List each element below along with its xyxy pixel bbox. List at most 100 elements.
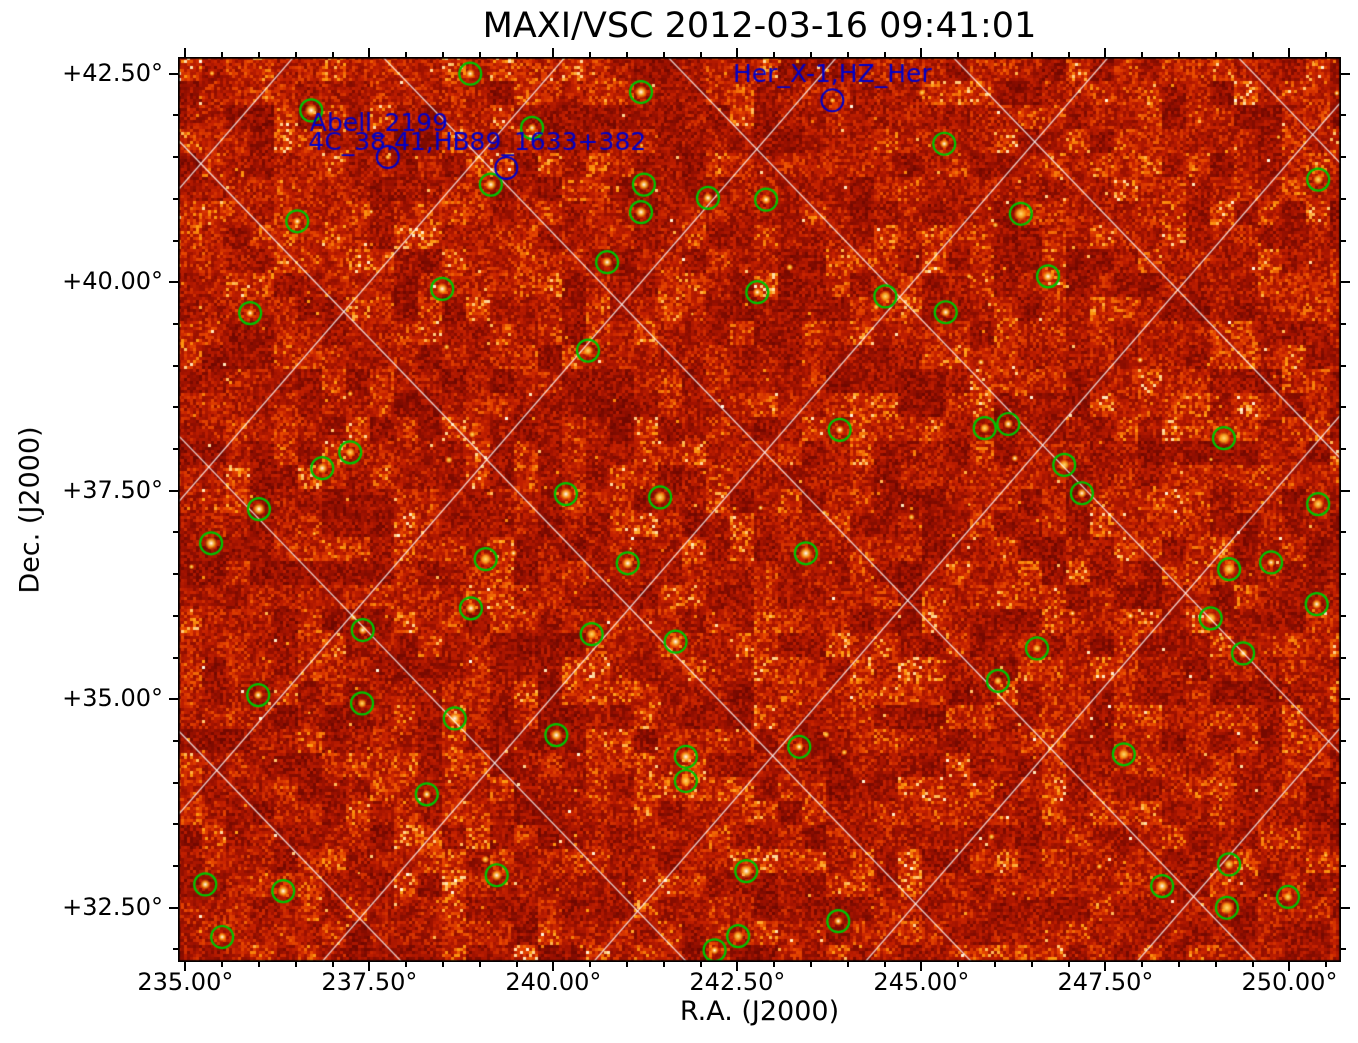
- x-tick-label: 250.00°: [1241, 968, 1338, 996]
- y-minor-tick: [173, 781, 178, 784]
- y-minor-tick: [1341, 197, 1346, 200]
- y-minor-tick: [1341, 781, 1346, 784]
- x-major-tick: [368, 962, 371, 971]
- y-minor-tick: [1341, 739, 1346, 742]
- x-minor-tick: [589, 962, 592, 967]
- y-minor-tick: [1341, 406, 1346, 409]
- y-minor-tick: [173, 322, 178, 325]
- y-major-tick: [1341, 281, 1350, 284]
- y-minor-tick: [1341, 322, 1346, 325]
- x-minor-tick: [515, 962, 518, 967]
- x-minor-tick: [1030, 52, 1033, 57]
- x-minor-tick: [1030, 962, 1033, 967]
- y-minor-tick: [173, 739, 178, 742]
- x-tick-label: 237.50°: [321, 968, 418, 996]
- x-minor-tick: [441, 52, 444, 57]
- x-minor-tick: [1325, 52, 1328, 57]
- y-minor-tick: [173, 114, 178, 117]
- x-minor-tick: [662, 962, 665, 967]
- x-minor-tick: [662, 52, 665, 57]
- y-minor-tick: [173, 156, 178, 159]
- y-minor-tick: [1341, 823, 1346, 826]
- y-minor-tick: [1341, 114, 1346, 117]
- x-minor-tick: [1214, 962, 1217, 967]
- x-minor-tick: [221, 52, 224, 57]
- x-minor-tick: [294, 52, 297, 57]
- y-minor-tick: [173, 197, 178, 200]
- y-minor-tick: [1341, 573, 1346, 576]
- x-minor-tick: [405, 52, 408, 57]
- x-minor-tick: [1067, 52, 1070, 57]
- y-minor-tick: [1341, 448, 1346, 451]
- x-tick-label: 240.00°: [505, 968, 602, 996]
- x-minor-tick: [773, 962, 776, 967]
- x-minor-tick: [957, 962, 960, 967]
- x-minor-tick: [773, 52, 776, 57]
- y-tick-label: +37.50°: [62, 475, 163, 504]
- y-minor-tick: [173, 448, 178, 451]
- y-minor-tick: [1341, 614, 1346, 617]
- y-tick-label: +35.00°: [62, 684, 163, 713]
- x-minor-tick: [1251, 52, 1254, 57]
- x-major-tick: [1288, 48, 1291, 57]
- x-minor-tick: [1178, 962, 1181, 967]
- y-minor-tick: [1341, 364, 1346, 367]
- x-minor-tick: [846, 52, 849, 57]
- x-minor-tick: [994, 52, 997, 57]
- y-minor-tick: [173, 948, 178, 951]
- x-minor-tick: [331, 52, 334, 57]
- y-tick-label: +32.50°: [62, 892, 163, 921]
- y-minor-tick: [173, 614, 178, 617]
- x-minor-tick: [1141, 52, 1144, 57]
- y-minor-tick: [1341, 865, 1346, 868]
- y-axis-label: Dec. (J2000): [14, 426, 46, 594]
- x-minor-tick: [957, 52, 960, 57]
- y-minor-tick: [1341, 239, 1346, 242]
- x-major-tick: [552, 48, 555, 57]
- x-tick-label: 242.50°: [689, 968, 786, 996]
- y-tick-label: +40.00°: [62, 267, 163, 296]
- y-minor-tick: [1341, 656, 1346, 659]
- y-major-tick: [169, 698, 178, 701]
- y-minor-tick: [173, 406, 178, 409]
- y-minor-tick: [1341, 156, 1346, 159]
- x-minor-tick: [1178, 52, 1181, 57]
- y-minor-tick: [173, 656, 178, 659]
- x-major-tick: [736, 48, 739, 57]
- x-minor-tick: [1214, 52, 1217, 57]
- x-major-tick: [184, 48, 187, 57]
- x-minor-tick: [478, 962, 481, 967]
- y-major-tick: [1341, 72, 1350, 75]
- x-axis-label: R.A. (J2000): [679, 996, 840, 1027]
- x-minor-tick: [699, 962, 702, 967]
- y-major-tick: [169, 281, 178, 284]
- x-minor-tick: [1067, 962, 1070, 967]
- y-major-tick: [1341, 698, 1350, 701]
- x-minor-tick: [846, 962, 849, 967]
- x-minor-tick: [478, 52, 481, 57]
- y-major-tick: [169, 489, 178, 492]
- x-major-tick: [552, 962, 555, 971]
- x-minor-tick: [294, 962, 297, 967]
- y-major-tick: [169, 906, 178, 909]
- sky-image-canvas: [178, 57, 1341, 962]
- x-minor-tick: [1141, 962, 1144, 967]
- y-tick-label: +42.50°: [62, 58, 163, 87]
- y-minor-tick: [173, 823, 178, 826]
- x-tick-label: 235.00°: [137, 968, 234, 996]
- x-minor-tick: [626, 962, 628, 967]
- x-minor-tick: [810, 52, 813, 57]
- x-minor-tick: [626, 52, 628, 57]
- x-tick-label: 247.50°: [1057, 968, 1154, 996]
- y-minor-tick: [173, 531, 178, 534]
- x-major-tick: [368, 48, 371, 57]
- x-major-tick: [920, 48, 923, 57]
- y-major-tick: [1341, 489, 1350, 492]
- x-major-tick: [1104, 962, 1107, 971]
- x-minor-tick: [257, 962, 260, 967]
- x-minor-tick: [257, 52, 260, 57]
- y-minor-tick: [173, 865, 178, 868]
- x-major-tick: [184, 962, 187, 971]
- x-minor-tick: [589, 52, 592, 57]
